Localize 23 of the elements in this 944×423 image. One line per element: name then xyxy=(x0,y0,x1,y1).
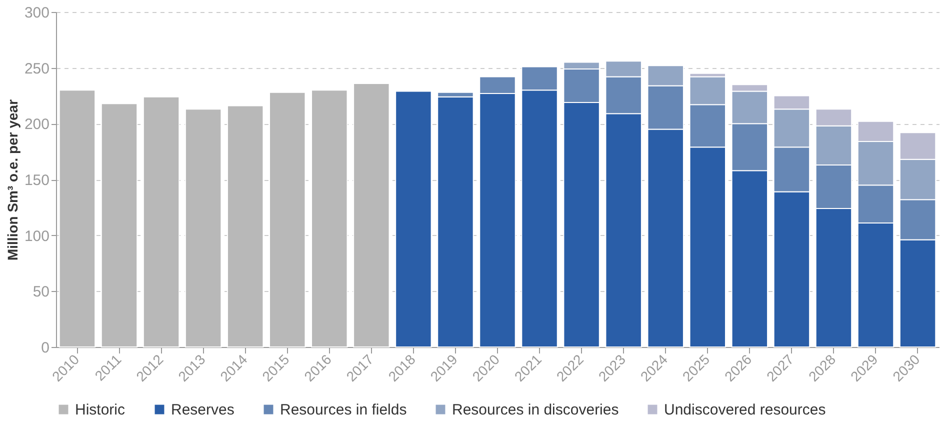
bar xyxy=(58,90,96,348)
bar xyxy=(184,108,222,348)
y-tick-label: 50 xyxy=(32,284,50,301)
y-tick-label: 150 xyxy=(24,172,50,189)
legend-label: Historic xyxy=(75,402,126,419)
bar xyxy=(353,82,390,348)
bar xyxy=(100,103,138,348)
y-tick-label: 200 xyxy=(24,116,50,134)
bar xyxy=(142,96,180,348)
bar xyxy=(269,92,306,348)
legend-label: Undiscovered resources xyxy=(664,402,826,419)
bar xyxy=(311,90,348,348)
y-axis-title: Million Sm³ o.e. per year xyxy=(4,98,20,261)
legend-label: Resources in fields xyxy=(280,402,407,419)
legend-label: Reserves xyxy=(171,402,234,419)
y-tick-label: 0 xyxy=(41,340,50,356)
legend-label: Resources in discoveries xyxy=(452,402,619,419)
bar xyxy=(395,90,432,348)
y-tick-label: 250 xyxy=(24,60,50,78)
y-tick-label: 100 xyxy=(24,228,50,245)
bar xyxy=(226,105,264,348)
y-tick-label: 300 xyxy=(24,4,50,22)
bar xyxy=(437,96,474,348)
